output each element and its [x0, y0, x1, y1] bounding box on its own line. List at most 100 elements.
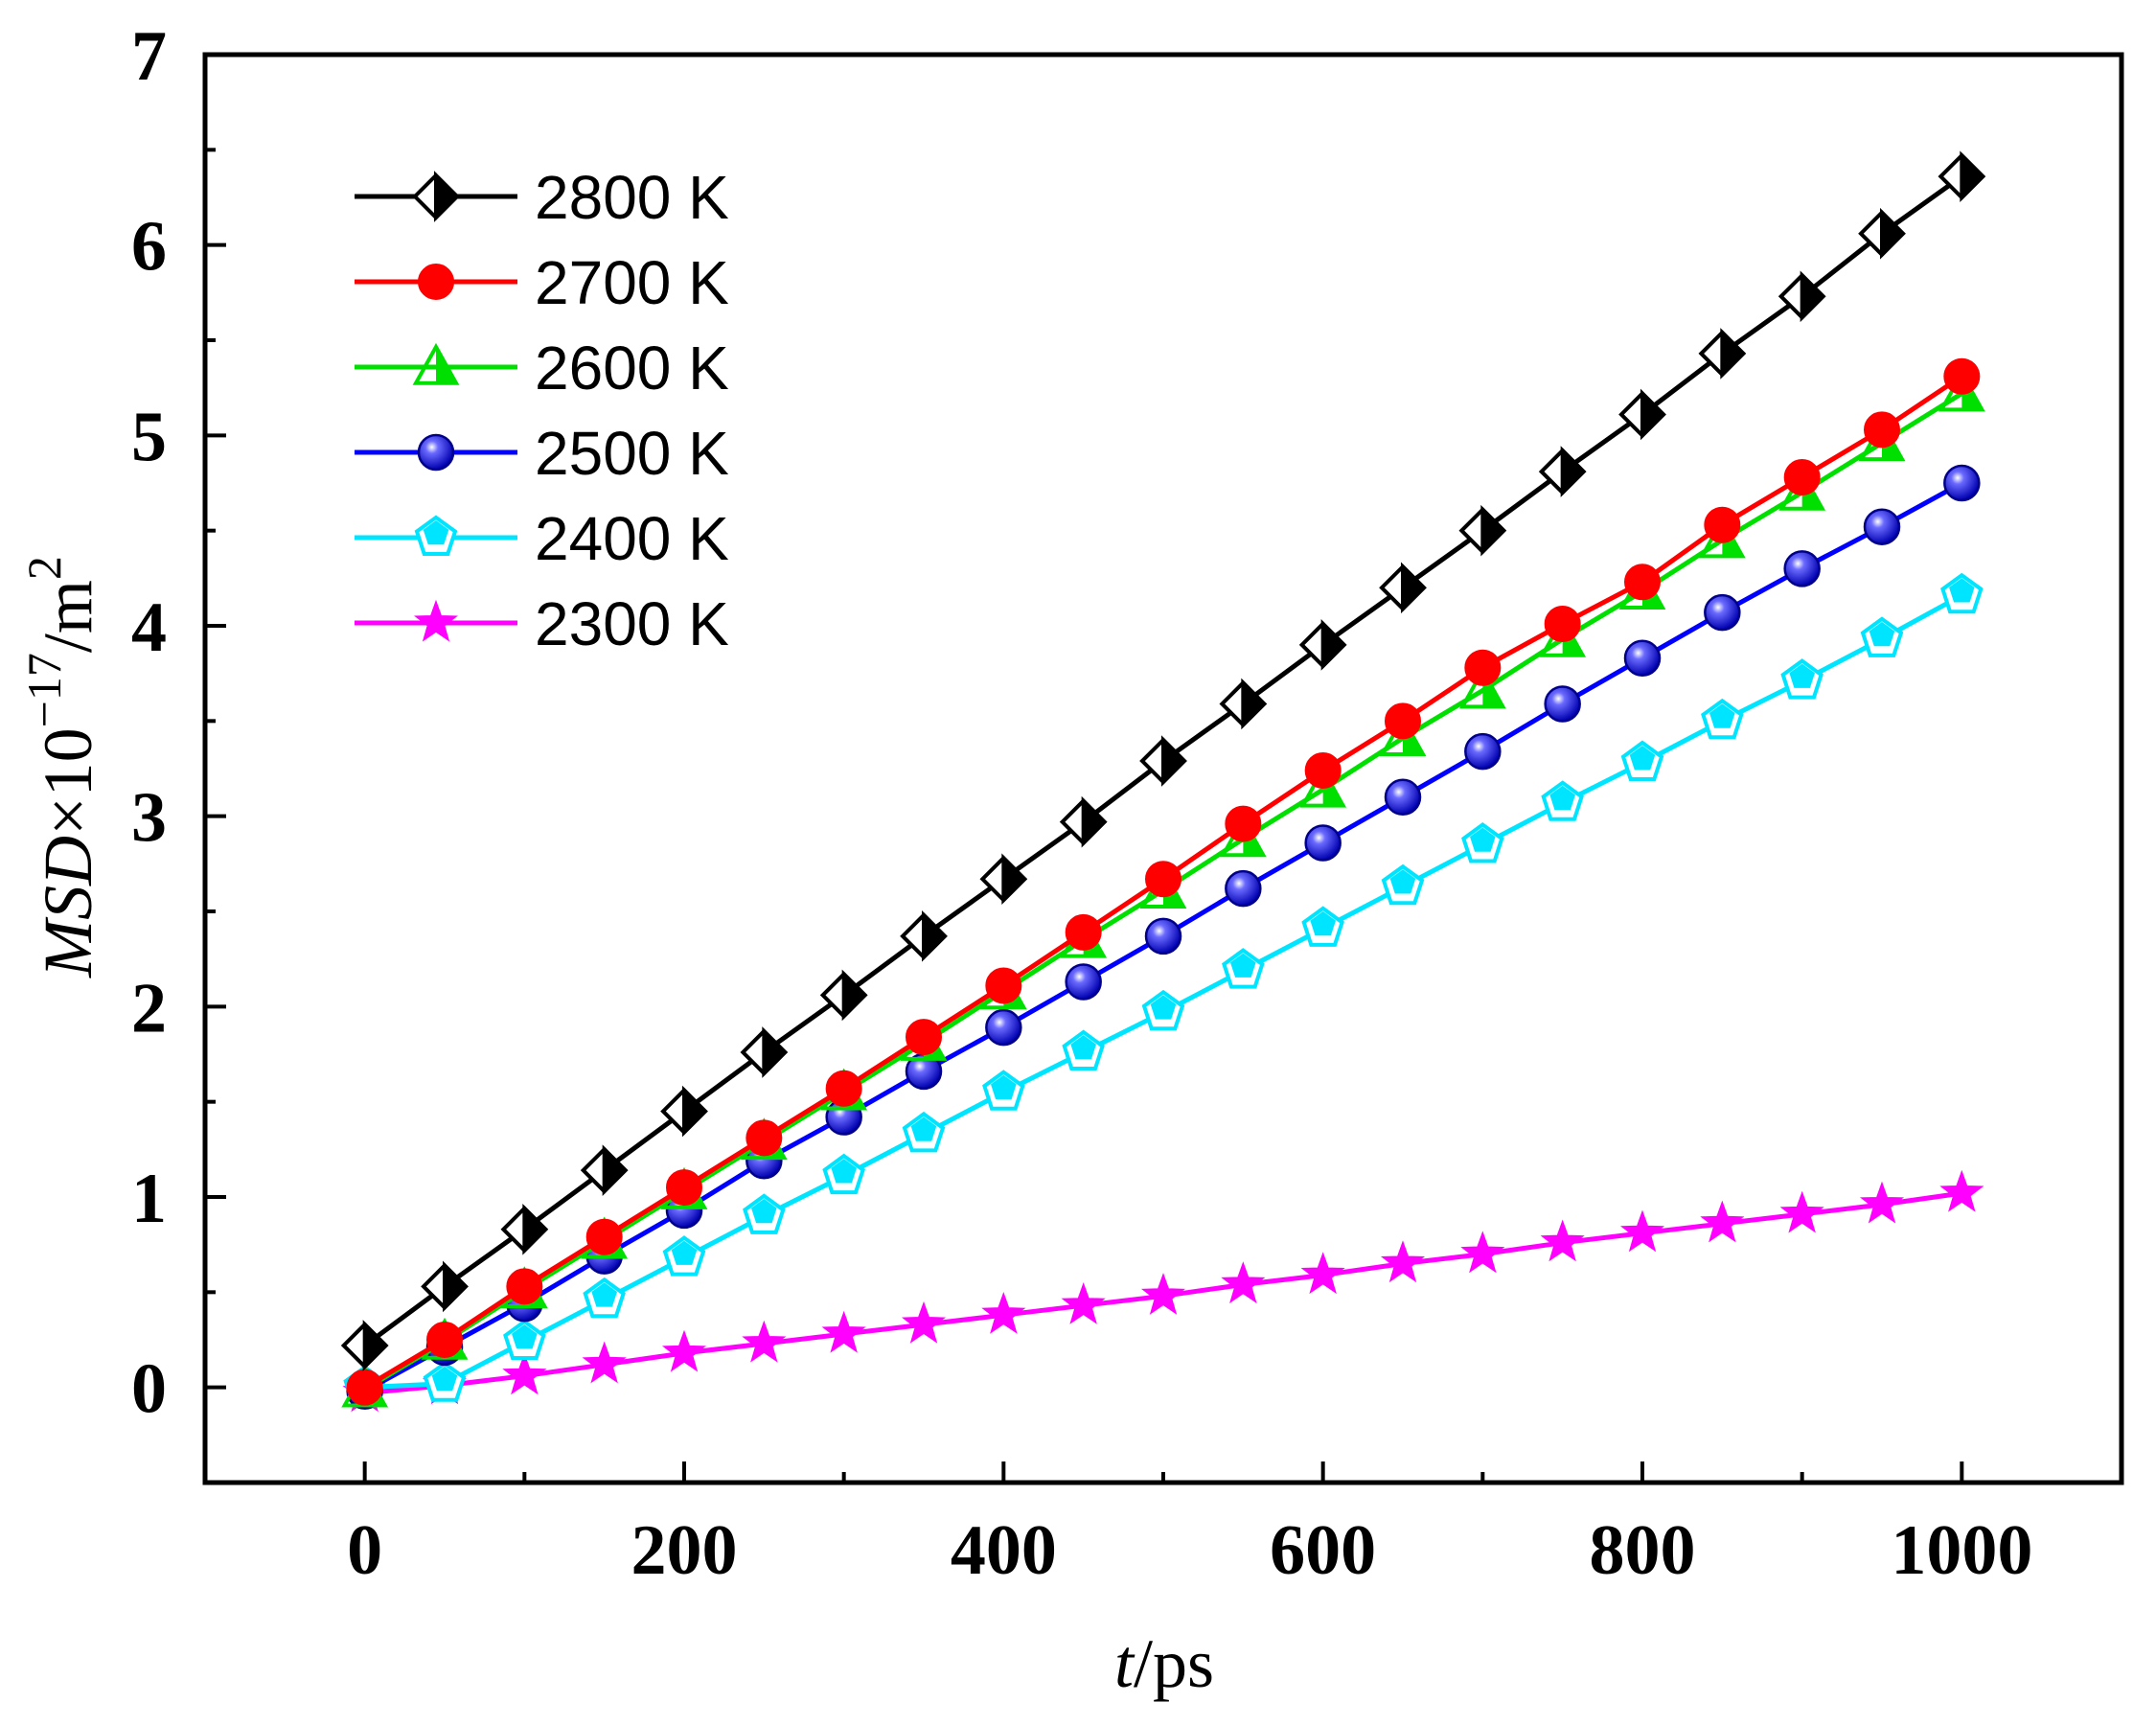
data-point: [1139, 735, 1187, 787]
x-tick-label-1000: 1000: [1891, 1511, 2032, 1590]
marker-star: [502, 1352, 547, 1395]
legend-marker: [418, 264, 454, 300]
marker-star: [582, 1341, 627, 1384]
data-point: [1385, 702, 1421, 740]
marker-diamond-fill: [522, 1203, 549, 1255]
data-point: [985, 967, 1022, 1004]
marker-star: [742, 1320, 787, 1363]
x-tick-label-400: 400: [951, 1511, 1057, 1590]
data-point: [503, 1319, 546, 1360]
data-point: [1298, 619, 1347, 671]
marker-sphere: [1225, 869, 1262, 908]
data-point: [662, 1235, 706, 1277]
data-point: [1544, 606, 1581, 643]
marker-diamond-fill: [1560, 446, 1587, 497]
marker-pentagon-fill: [1549, 785, 1575, 811]
marker-pentagon-fill: [751, 1198, 777, 1224]
marker-circle: [906, 1019, 942, 1056]
marker-diamond-fill: [1640, 388, 1666, 441]
marker-pentagon-fill: [1789, 663, 1815, 688]
data-point: [825, 1070, 862, 1107]
marker-circle: [985, 967, 1022, 1004]
marker-pentagon-fill: [1949, 578, 1975, 603]
marker-diamond-fill: [682, 1085, 708, 1138]
data-point: [900, 909, 948, 962]
y-tick-label-3: 3: [131, 779, 167, 858]
marker-pentagon-fill: [1629, 746, 1656, 771]
data-point: [1701, 698, 1744, 740]
marker-circle: [1385, 702, 1421, 740]
legend-label: 2700 K: [535, 248, 729, 317]
marker-triangle-fill: [436, 347, 456, 383]
data-point: [1059, 795, 1108, 848]
legend-marker: [412, 171, 460, 222]
marker-sphere: [1863, 508, 1901, 545]
data-point: [819, 969, 868, 1022]
marker-pentagon-fill: [831, 1159, 857, 1184]
legend-label: 2800 K: [535, 163, 729, 232]
data-point: [742, 1320, 787, 1363]
marker-circle: [825, 1070, 862, 1107]
legend: 2800 K 2700 K 2600 K 2500 K 2400 K 2300 K: [355, 163, 729, 658]
data-point: [421, 1260, 469, 1313]
data-point: [1384, 778, 1422, 817]
y-axis-title-unit-exp: 2: [17, 556, 71, 580]
data-point: [1939, 1169, 1984, 1212]
marker-sphere: [985, 1008, 1022, 1047]
marker-pentagon-fill: [591, 1282, 617, 1307]
data-point: [1783, 550, 1821, 587]
data-point: [985, 1008, 1022, 1047]
marker-sphere: [1544, 685, 1581, 723]
marker-sphere: [1623, 639, 1662, 678]
series-2700-K: [346, 357, 1981, 1406]
marker-pentagon-fill: [1389, 869, 1416, 894]
data-point: [423, 1361, 467, 1402]
marker-circle: [1783, 459, 1821, 496]
marker-star: [1221, 1261, 1266, 1304]
series-layer: [340, 150, 1986, 1413]
data-point: [1062, 1029, 1105, 1070]
data-point: [1623, 639, 1662, 678]
marker-star: [1380, 1240, 1426, 1283]
marker-sphere: [1464, 732, 1502, 771]
data-point: [1700, 1200, 1745, 1243]
marker-sphere: [1384, 778, 1422, 817]
marker-pentagon-fill: [1470, 827, 1496, 852]
legend-marker: [412, 342, 460, 385]
marker-diamond-fill: [841, 969, 868, 1022]
data-point: [1864, 411, 1900, 449]
marker-sphere: [1065, 963, 1102, 1001]
marker-pentagon-fill: [1310, 910, 1336, 936]
marker-diamond-fill: [1960, 150, 1986, 202]
data-point: [1624, 564, 1661, 601]
data-point: [1620, 740, 1664, 781]
data-point: [506, 1268, 543, 1305]
marker-star: [1300, 1252, 1345, 1295]
marker-circle: [1065, 913, 1102, 951]
data-point: [1144, 917, 1182, 955]
data-point: [582, 1341, 627, 1384]
y-tick-label-1: 1: [131, 1160, 167, 1238]
series-2400-K: [343, 572, 1984, 1406]
data-point: [500, 1203, 549, 1255]
data-point: [902, 1111, 946, 1153]
legend-label: 2400 K: [535, 504, 729, 573]
data-point: [1783, 459, 1821, 496]
marker-star: [1061, 1281, 1106, 1324]
data-point: [1859, 1181, 1905, 1224]
marker-circle: [346, 1369, 383, 1406]
data-point: [1065, 913, 1102, 951]
marker-pentagon-fill: [910, 1116, 937, 1141]
data-point: [1464, 732, 1502, 771]
legend-marker: [414, 599, 458, 642]
marker-diamond-fill: [762, 1026, 789, 1078]
data-point: [1618, 388, 1666, 441]
marker-pentagon-fill: [1150, 995, 1177, 1020]
data-point: [902, 1300, 946, 1344]
data-point: [1698, 328, 1747, 380]
marker-circle: [1225, 805, 1262, 842]
data-point: [1858, 207, 1906, 260]
marker-star: [1859, 1181, 1905, 1224]
marker-star: [414, 599, 458, 642]
marker-sphere: [417, 433, 455, 472]
